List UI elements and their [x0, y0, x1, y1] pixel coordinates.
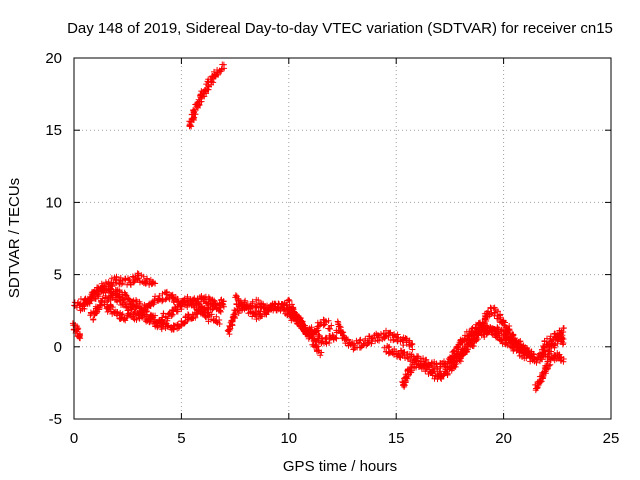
x-axis-label: GPS time / hours [283, 458, 397, 475]
x-tick-label: 5 [177, 430, 185, 447]
data-markers [70, 62, 567, 394]
x-tick-label: 15 [388, 430, 405, 447]
series-track-I [335, 319, 416, 353]
y-tick-label: 5 [54, 267, 62, 284]
y-tick-label: -5 [49, 411, 62, 428]
y-axis-label: SDTVAR / TECUs [6, 178, 23, 298]
x-tick-label: 25 [603, 430, 620, 447]
y-tick-label: 10 [45, 194, 62, 211]
chart: Day 148 of 2019, Sidereal Day-to-day VTE… [0, 0, 640, 480]
data-point [90, 316, 96, 322]
series-track-A [70, 320, 83, 341]
x-tick-label: 10 [280, 430, 297, 447]
chart-title: Day 148 of 2019, Sidereal Day-to-day VTE… [67, 20, 613, 37]
x-tick-label: 0 [70, 430, 78, 447]
y-tick-label: 20 [45, 50, 62, 67]
x-tick-label: 20 [495, 430, 512, 447]
y-tick-label: 0 [54, 339, 62, 356]
grid [74, 58, 611, 419]
y-tick-label: 15 [45, 122, 62, 139]
plot-frame [74, 58, 611, 419]
series-high-track [186, 62, 227, 130]
axis-ticks: 0 5 10 15 20 25 -5 0 5 10 15 20 [45, 50, 619, 447]
